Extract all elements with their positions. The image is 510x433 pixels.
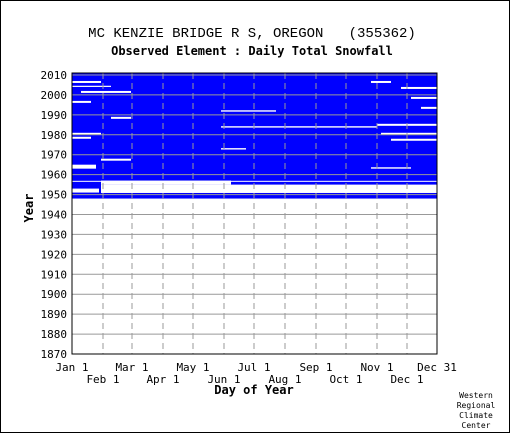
missing-gap: [101, 158, 131, 161]
credit-line: Regional: [457, 401, 496, 410]
missing-gap: [381, 132, 437, 135]
y-tick-label: 1990: [41, 109, 68, 122]
missing-gap: [72, 100, 91, 103]
x-tick-label: Nov 1: [360, 361, 393, 374]
y-tick-label: 1940: [41, 208, 68, 221]
missing-gap: [371, 167, 411, 169]
missing-gap: [72, 180, 437, 182]
y-tick-label: 1950: [41, 189, 68, 202]
plot-border: [71, 72, 438, 355]
x-tick-label: Apr 1: [146, 373, 179, 386]
y-tick-label: 1870: [41, 348, 68, 361]
missing-gap: [321, 186, 437, 189]
y-tick-label: 1920: [41, 248, 68, 261]
x-tick-label: Dec 31: [417, 361, 457, 374]
missing-gap: [221, 110, 276, 112]
missing-gap: [72, 136, 91, 139]
missing-gap: [72, 80, 101, 83]
missing-gap: [81, 90, 131, 93]
x-tick-label: Jan 1: [55, 361, 88, 374]
credit-line: Climate: [459, 411, 493, 420]
chart-title: MC KENZIE BRIDGE R S, OREGON (355362): [88, 26, 416, 42]
missing-gap: [421, 106, 437, 109]
x-axis-label: Day of Year: [214, 383, 293, 397]
y-tick-label: 2010: [41, 69, 68, 82]
x-tick-label: Dec 1: [390, 373, 423, 386]
missing-gap: [72, 164, 96, 169]
x-tick-label: Sep 1: [299, 361, 332, 374]
y-tick-label: 1930: [41, 228, 68, 241]
missing-gap: [371, 80, 391, 83]
missing-gap: [111, 116, 131, 119]
missing-gap: [101, 184, 437, 193]
missing-gap: [411, 96, 437, 99]
y-axis-label: Year: [22, 194, 36, 223]
x-tick-label: Aug 1: [268, 373, 301, 386]
missing-gap: [72, 188, 99, 193]
x-tick-label: Jul 1: [237, 361, 270, 374]
x-tick-label: Mar 1: [115, 361, 148, 374]
missing-gap: [72, 85, 111, 87]
y-tick-label: 2000: [41, 89, 68, 102]
missing-gap: [401, 86, 437, 89]
y-tick-label: 1980: [41, 129, 68, 142]
missing-gap: [391, 138, 437, 141]
y-tick-label: 1970: [41, 149, 68, 162]
missing-gap: [221, 148, 246, 150]
credit-line: Center: [462, 421, 491, 430]
y-tick-label: 1890: [41, 308, 68, 321]
x-tick-label: May 1: [176, 361, 209, 374]
missing-gap: [72, 132, 101, 135]
chart-subtitle: Observed Element : Daily Total Snowfall: [111, 44, 393, 58]
y-tick-label: 1880: [41, 328, 68, 341]
missing-gap: [101, 180, 231, 185]
x-tick-label: Jun 1: [207, 373, 240, 386]
missing-gap: [221, 126, 377, 128]
y-tick-label: 1900: [41, 288, 68, 301]
y-tick-label: 1960: [41, 169, 68, 182]
x-tick-label: Feb 1: [86, 373, 119, 386]
x-tick-label: Oct 1: [329, 373, 362, 386]
credit-line: Western: [459, 391, 493, 400]
y-tick-label: 1910: [41, 268, 68, 281]
